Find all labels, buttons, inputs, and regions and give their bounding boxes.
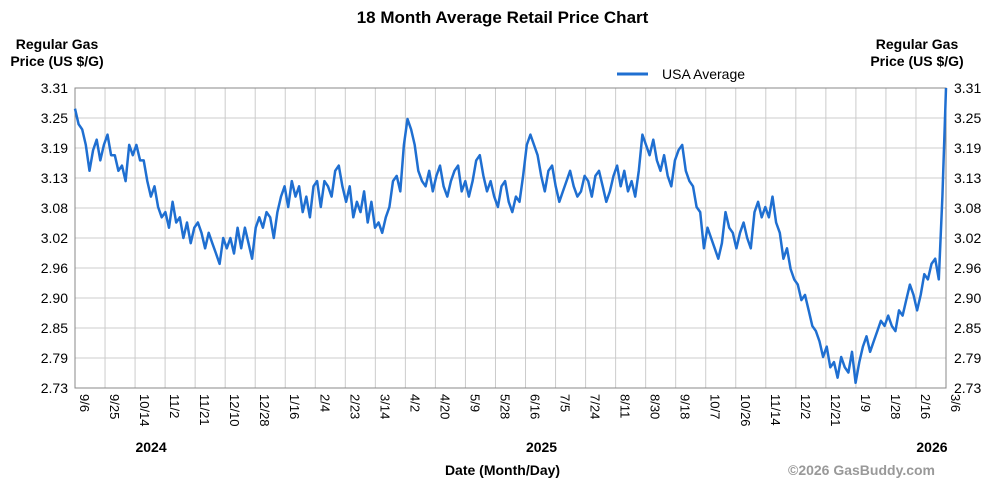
series-line-usa-average — [73, 87, 948, 385]
y-tick-left: 2.73 — [41, 380, 68, 396]
credit-text: ©2026 GasBuddy.com — [788, 462, 935, 478]
x-tick-label: 10/7 — [708, 394, 723, 419]
y-tick-right: 3.25 — [954, 110, 981, 126]
x-ticks: 9/6 9/25 10/14 11/2 11/21 12/10 12/28 1/16 2/4 2/… — [77, 394, 963, 427]
x-tick-label: 1/16 — [287, 394, 302, 419]
x-tick-label: 6/16 — [528, 394, 543, 419]
y-tick-left: 2.90 — [41, 290, 68, 306]
x-tick-label: 9/18 — [678, 394, 693, 419]
y-tick-left: 3.13 — [41, 170, 68, 186]
y-tick-left: 3.02 — [41, 230, 68, 246]
chart-title: 18 Month Average Retail Price Chart — [356, 8, 649, 27]
legend-label: USA Average — [662, 66, 745, 82]
y-tick-right: 3.02 — [954, 230, 981, 246]
year-label: 2025 — [526, 439, 557, 455]
y-tick-left: 3.08 — [41, 200, 68, 216]
y-tick-right: 3.31 — [954, 80, 981, 96]
legend: USA Average — [617, 66, 745, 82]
y-tick-left: 3.19 — [41, 140, 68, 156]
plot-frame — [74, 87, 947, 389]
x-tick-label: 4/2 — [407, 394, 422, 412]
y-tick-left: 2.79 — [41, 350, 68, 366]
x-tick-label: 12/2 — [798, 394, 813, 419]
x-tick-label: 1/28 — [888, 394, 903, 419]
x-tick-label: 3/6 — [948, 394, 963, 412]
x-tick-label: 10/14 — [137, 394, 152, 427]
year-labels: 2024 2025 2026 — [135, 439, 947, 455]
y-tick-right: 3.19 — [954, 140, 981, 156]
y-tick-left: 3.25 — [41, 110, 68, 126]
y-tick-right: 2.79 — [954, 350, 981, 366]
y-tick-left: 2.85 — [41, 320, 68, 336]
right-y-ticks: 3.31 3.25 3.19 3.13 3.08 3.02 2.96 2.90 2.85 2.79… — [954, 80, 981, 396]
x-tick-label: 4/20 — [437, 394, 452, 419]
y-tick-left: 3.31 — [41, 80, 68, 96]
left-axis-title-line2: Price (US $/G) — [10, 53, 104, 69]
x-tick-label: 11/2 — [167, 394, 182, 418]
x-tick-label: 2/16 — [918, 394, 933, 419]
x-tick-label: 9/6 — [77, 394, 92, 412]
x-tick-label: 8/11 — [618, 394, 633, 418]
y-tick-right: 2.73 — [954, 380, 981, 396]
x-tick-label: 5/9 — [467, 394, 482, 412]
y-tick-right: 2.90 — [954, 290, 981, 306]
x-tick-label: 7/5 — [558, 394, 573, 412]
left-axis-title-line1: Regular Gas — [15, 36, 99, 52]
x-tick-label: 12/21 — [828, 394, 843, 427]
x-tick-label: 11/14 — [768, 394, 783, 426]
x-tick-label: 3/14 — [377, 394, 392, 419]
right-axis-title-line1: Regular Gas — [875, 36, 959, 52]
year-label: 2026 — [916, 439, 947, 455]
x-tick-label: 9/25 — [107, 394, 122, 419]
x-tick-label: 5/28 — [497, 394, 512, 419]
y-tick-right: 2.85 — [954, 320, 981, 336]
y-tick-right: 3.13 — [954, 170, 981, 186]
x-tick-label: 10/26 — [738, 394, 753, 427]
x-tick-label: 2/4 — [317, 394, 332, 412]
y-tick-right: 2.96 — [954, 260, 981, 276]
y-tick-left: 2.96 — [41, 260, 68, 276]
y-tick-right: 3.08 — [954, 200, 981, 216]
x-tick-label: 12/10 — [227, 394, 242, 427]
x-tick-label: 8/30 — [648, 394, 663, 419]
x-tick-label: 11/21 — [197, 394, 212, 426]
x-tick-label: 1/9 — [858, 394, 873, 412]
x-tick-label: 7/24 — [588, 394, 603, 419]
right-axis-title-line2: Price (US $/G) — [870, 53, 964, 69]
year-label: 2024 — [135, 439, 166, 455]
x-tick-label: 12/28 — [257, 394, 272, 427]
left-axis-title: Regular Gas Price (US $/G) — [2, 36, 112, 70]
grid — [74, 87, 947, 389]
x-axis-title: Date (Month/Day) — [444, 462, 561, 478]
right-axis-title: Regular Gas Price (US $/G) — [862, 36, 972, 70]
left-y-ticks: 3.31 3.25 3.19 3.13 3.08 3.02 2.96 2.90 2.85 2.79… — [41, 80, 68, 396]
x-tick-label: 2/23 — [347, 394, 362, 419]
